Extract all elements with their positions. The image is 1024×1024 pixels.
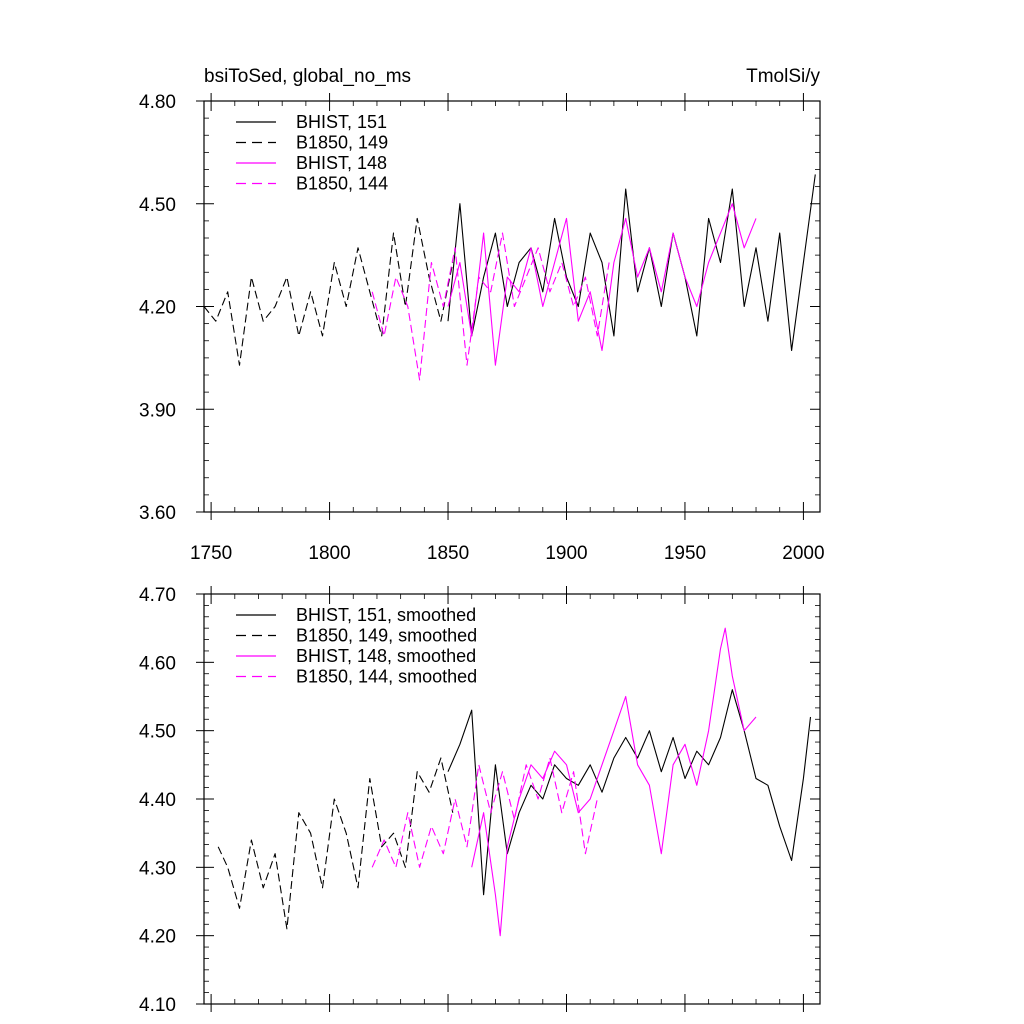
series-line-3 [471,627,757,937]
bottom-plot-area: 4.10 4.20 4.30 4.40 4.50 4.60 4.70 BHIST, 151, … [139,585,821,1016]
series-group [204,174,816,381]
series-line-4 [371,232,610,381]
legend-label-3: BHIST, 148, smoothed [296,646,476,666]
top-panel: bsiToSed, global_no_ms TmolSi/y 3.60 3.90… [139,66,825,564]
y-tick-label: 4.60 [139,653,176,674]
y-tick-label: 4.40 [139,790,176,811]
series-line-3 [447,203,757,366]
y-tick-label: 4.30 [139,858,176,879]
series-line-4 [371,757,598,868]
series-line-1 [447,689,812,896]
y-tick-label: 3.60 [139,503,176,524]
legend-label-4: B1850, 144, smoothed [296,667,477,687]
legend-label-2: B1850, 149, smoothed [296,626,477,646]
legend-label-2: B1850, 149 [296,133,388,153]
x-tick-label: 1900 [545,543,587,564]
legend-label-1: BHIST, 151 [296,112,387,132]
x-tick-label: 1850 [427,543,469,564]
top-plot-area: 3.60 3.90 4.20 4.50 4.80 1750 1800 1850 1900 1950… [139,92,825,564]
x-tick-label: 2000 [782,543,824,564]
y-tick-label: 4.70 [139,585,176,606]
legend-label-1: BHIST, 151, smoothed [296,605,476,625]
y-tick-label: 4.20 [139,927,176,948]
y-tick-label: 4.80 [139,92,176,113]
y-tick-label: 4.10 [139,995,176,1016]
series-line-2 [204,217,454,366]
series-group [217,627,812,937]
x-tick-label: 1800 [308,543,350,564]
bottom-panel: 4.10 4.20 4.30 4.40 4.50 4.60 4.70 BHIST, 151, … [139,585,821,1016]
legend-label-3: BHIST, 148 [296,153,387,173]
chart-title: bsiToSed, global_no_ms [204,66,411,87]
y-tick-label: 4.20 [139,298,176,319]
units-label: TmolSi/y [746,66,820,87]
y-tick-label: 3.90 [139,400,176,421]
x-tick-label: 1750 [190,543,232,564]
y-tick-label: 4.50 [139,722,176,743]
legend-label-4: B1850, 144 [296,174,388,194]
series-line-1 [447,174,816,352]
y-tick-label: 4.50 [139,195,176,216]
series-line-2 [217,757,454,930]
x-tick-label: 1950 [664,543,706,564]
